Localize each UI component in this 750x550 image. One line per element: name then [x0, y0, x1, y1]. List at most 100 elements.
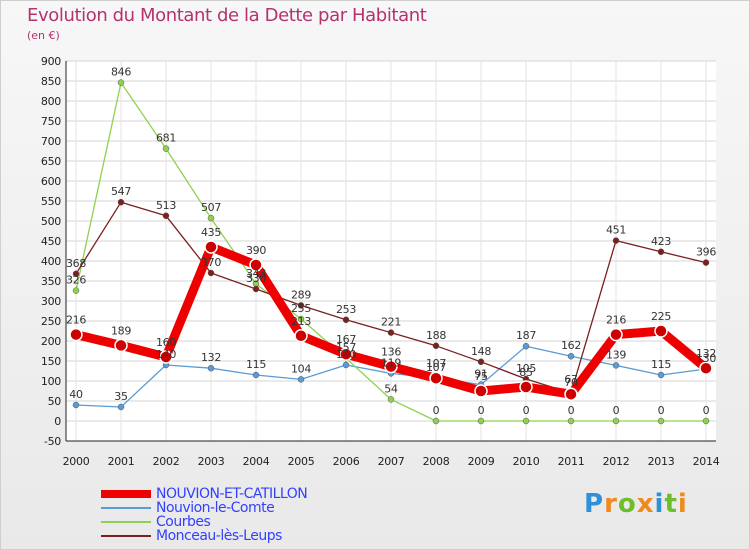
data-point: [297, 315, 305, 323]
series-layer: [69, 79, 713, 425]
data-label: 107: [426, 357, 446, 370]
data-label: 157: [336, 341, 356, 354]
chart-unit: (en €): [27, 29, 60, 42]
data-label: 255: [291, 302, 311, 315]
data-point: [294, 329, 308, 343]
data-label: 189: [111, 324, 131, 337]
data-point: [72, 270, 80, 278]
legend-swatch: [101, 507, 151, 509]
data-point: [387, 329, 395, 336]
data-label: 0: [433, 404, 440, 417]
y-tick-label: 200: [41, 335, 61, 348]
data-label: 370: [201, 256, 221, 269]
y-tick-label: 0: [54, 415, 61, 428]
data-label: 0: [658, 404, 665, 417]
data-label: 132: [696, 347, 716, 360]
proxiti-logo: Proxiti: [584, 489, 688, 519]
data-label: 435: [201, 226, 221, 239]
data-point: [162, 145, 170, 152]
data-label: 187: [516, 329, 536, 342]
data-label: 54: [384, 382, 398, 395]
y-tick-label: 650: [41, 155, 61, 168]
data-label: 35: [114, 390, 128, 403]
y-tick-label: 850: [41, 75, 61, 88]
data-point: [567, 417, 575, 425]
data-label: 396: [696, 246, 716, 259]
data-label: 343: [246, 267, 266, 280]
data-point: [117, 198, 125, 206]
data-point: [654, 324, 668, 338]
data-point: [612, 417, 620, 425]
data-label: 91: [474, 368, 487, 381]
data-label: 140: [156, 348, 176, 361]
data-point: [477, 358, 485, 366]
data-label: 330: [246, 272, 266, 285]
legend-swatch: [101, 490, 151, 498]
legend-swatch: [101, 521, 151, 523]
data-label: 160: [156, 336, 176, 349]
data-label: 140: [336, 348, 356, 361]
data-label: 0: [703, 404, 710, 417]
data-point: [477, 417, 485, 425]
legend-label: Nouvion-le-Comte: [156, 500, 275, 516]
data-point: [114, 338, 128, 353]
x-tick-label: 2006: [333, 455, 360, 468]
y-tick-label: 750: [41, 115, 61, 128]
y-tick-label: 450: [41, 235, 61, 248]
legend-swatch: [101, 535, 151, 537]
data-point: [342, 361, 350, 369]
data-point: [339, 347, 353, 361]
data-point: [612, 362, 620, 369]
y-tick-label: 500: [41, 215, 61, 228]
data-label: 162: [561, 339, 581, 352]
data-point: [567, 352, 575, 360]
data-point: [699, 361, 713, 375]
data-label: 221: [381, 316, 401, 329]
data-label: 0: [613, 404, 620, 417]
legend-label: NOUVION-ET-CATILLON: [156, 486, 308, 502]
data-point: [72, 287, 80, 294]
legend-label: Monceau-lès-Leups: [156, 528, 282, 544]
x-tick-label: 2007: [378, 455, 405, 468]
y-tick-label: 600: [41, 175, 61, 188]
data-point: [474, 384, 488, 398]
data-label: 104: [291, 362, 311, 375]
data-label: 85: [519, 366, 533, 379]
data-point: [252, 285, 260, 293]
data-point: [522, 342, 530, 350]
data-label: 289: [291, 288, 311, 301]
data-label: 326: [66, 274, 86, 287]
data-point: [657, 371, 665, 379]
data-point: [522, 417, 530, 425]
data-label: 75: [474, 370, 488, 383]
data-label: 846: [111, 66, 131, 79]
data-point: [159, 350, 173, 364]
data-point: [117, 403, 125, 411]
y-tick-label: 100: [41, 375, 61, 388]
chart-title: Evolution du Montant de la Dette par Hab…: [27, 5, 427, 26]
data-point: [249, 258, 263, 272]
x-tick-label: 2013: [648, 455, 675, 468]
data-point: [252, 371, 260, 379]
y-tick-label: 350: [41, 275, 61, 288]
data-label: 513: [156, 199, 176, 212]
y-tick-label: 400: [41, 255, 61, 268]
data-label: 107: [426, 361, 446, 374]
data-point: [564, 387, 578, 401]
data-label: 681: [156, 132, 176, 145]
data-label: 115: [651, 358, 671, 371]
data-point: [657, 248, 665, 256]
data-label: 40: [69, 388, 83, 401]
data-point: [702, 259, 710, 266]
x-tick-label: 2005: [288, 455, 315, 468]
y-tick-label: 800: [41, 95, 61, 108]
data-label: 368: [66, 257, 86, 270]
data-label: 115: [246, 358, 266, 371]
data-label: 451: [606, 224, 626, 237]
y-tick-label: 50: [48, 395, 62, 408]
data-point: [204, 240, 218, 254]
legend-label: Courbes: [156, 514, 211, 530]
data-label: 0: [523, 404, 530, 417]
